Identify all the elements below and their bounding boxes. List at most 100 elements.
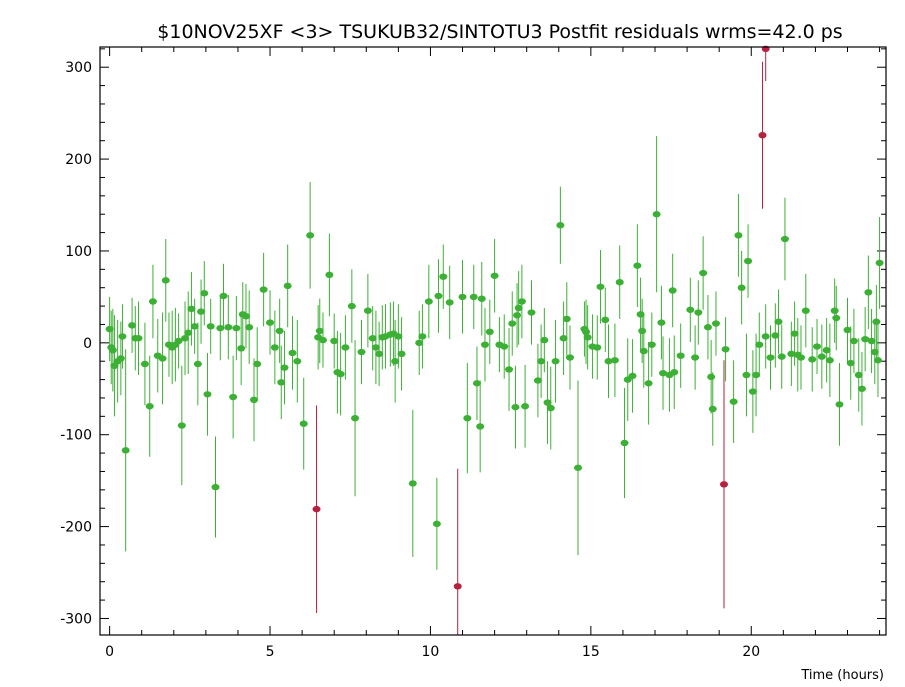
series-good: [105, 136, 884, 570]
data-point: [729, 398, 738, 405]
data-point: [145, 403, 154, 410]
data-point: [216, 324, 225, 332]
data-point: [347, 302, 356, 310]
plot-frame: [99, 46, 887, 636]
data-point: [864, 289, 873, 296]
x-tick-label: 15: [582, 644, 600, 660]
data-point: [861, 335, 870, 343]
data-point: [748, 388, 757, 395]
data-point: [546, 404, 555, 412]
data-point: [774, 318, 783, 325]
y-tick-label: 100: [65, 244, 92, 260]
data-point: [574, 464, 583, 471]
data-point: [849, 337, 858, 345]
data-point: [408, 480, 417, 487]
data-point: [371, 344, 380, 351]
data-point: [752, 371, 761, 379]
data-point: [415, 339, 424, 347]
data-point: [259, 286, 268, 293]
data-point: [543, 399, 552, 406]
data-point: [105, 325, 114, 333]
data-marks: [105, 45, 884, 635]
data-point: [766, 354, 775, 361]
data-point: [832, 314, 841, 322]
data-point: [513, 312, 522, 319]
data-point: [817, 353, 826, 360]
data-point: [306, 232, 315, 239]
data-point: [174, 337, 183, 345]
data-point: [277, 379, 286, 386]
data-point: [742, 371, 751, 379]
data-point: [596, 283, 605, 290]
data-point: [432, 520, 441, 528]
x-tick-label: 0: [105, 644, 114, 660]
data-point: [652, 211, 661, 218]
data-point: [330, 337, 339, 345]
data-point: [565, 354, 574, 361]
data-point: [336, 370, 345, 378]
data-point: [825, 357, 834, 364]
data-point: [351, 414, 360, 422]
data-point: [601, 316, 610, 324]
data-point: [517, 298, 526, 305]
data-point: [670, 369, 679, 376]
data-point: [830, 307, 839, 314]
data-point: [161, 277, 170, 284]
data-point: [867, 337, 876, 345]
data-point: [232, 324, 241, 332]
data-point: [808, 356, 817, 363]
data-point: [140, 360, 149, 368]
data-point: [476, 423, 485, 430]
data-point: [270, 344, 279, 351]
data-point: [508, 320, 517, 327]
x-tick-label: 20: [742, 644, 760, 660]
data-point: [490, 272, 499, 279]
data-point: [315, 327, 324, 335]
data-point: [434, 292, 443, 300]
data-point: [357, 348, 366, 356]
data-point: [551, 358, 560, 365]
data-point: [391, 358, 400, 365]
data-point: [445, 299, 454, 306]
data-point: [128, 322, 137, 329]
y-tick-label: 0: [83, 336, 92, 352]
data-point: [699, 269, 708, 277]
data-point: [686, 306, 695, 313]
data-point: [771, 332, 780, 339]
x-tick-label: 5: [266, 644, 275, 660]
data-point: [288, 349, 297, 357]
data-point: [615, 279, 624, 286]
data-point: [108, 346, 117, 354]
data-point: [533, 377, 542, 384]
data-point: [787, 350, 796, 358]
data-point: [181, 335, 190, 342]
data-point: [846, 359, 855, 367]
y-tick-label: -100: [60, 428, 92, 444]
data-point: [721, 346, 730, 353]
data-point: [275, 327, 284, 335]
data-point: [193, 360, 202, 368]
data-point: [537, 358, 546, 365]
data-point: [241, 312, 250, 320]
data-point: [184, 329, 193, 336]
data-point: [521, 403, 530, 410]
data-point: [562, 315, 571, 323]
data-point: [777, 353, 786, 360]
data-point: [647, 341, 656, 348]
data-point: [206, 323, 215, 330]
data-point: [835, 401, 844, 408]
axis-ticks: [100, 47, 886, 635]
data-point: [245, 324, 254, 331]
data-point: [118, 333, 127, 340]
data-point: [458, 293, 467, 301]
data-point: [540, 336, 549, 344]
data-point: [780, 235, 789, 243]
data-point: [610, 357, 619, 364]
data-point: [424, 298, 433, 305]
data-point: [229, 393, 238, 401]
x-axis-label: Time (hours): [800, 668, 884, 683]
data-point: [418, 333, 427, 340]
data-point: [854, 371, 863, 379]
data-point: [190, 323, 199, 330]
data-point: [116, 355, 125, 362]
